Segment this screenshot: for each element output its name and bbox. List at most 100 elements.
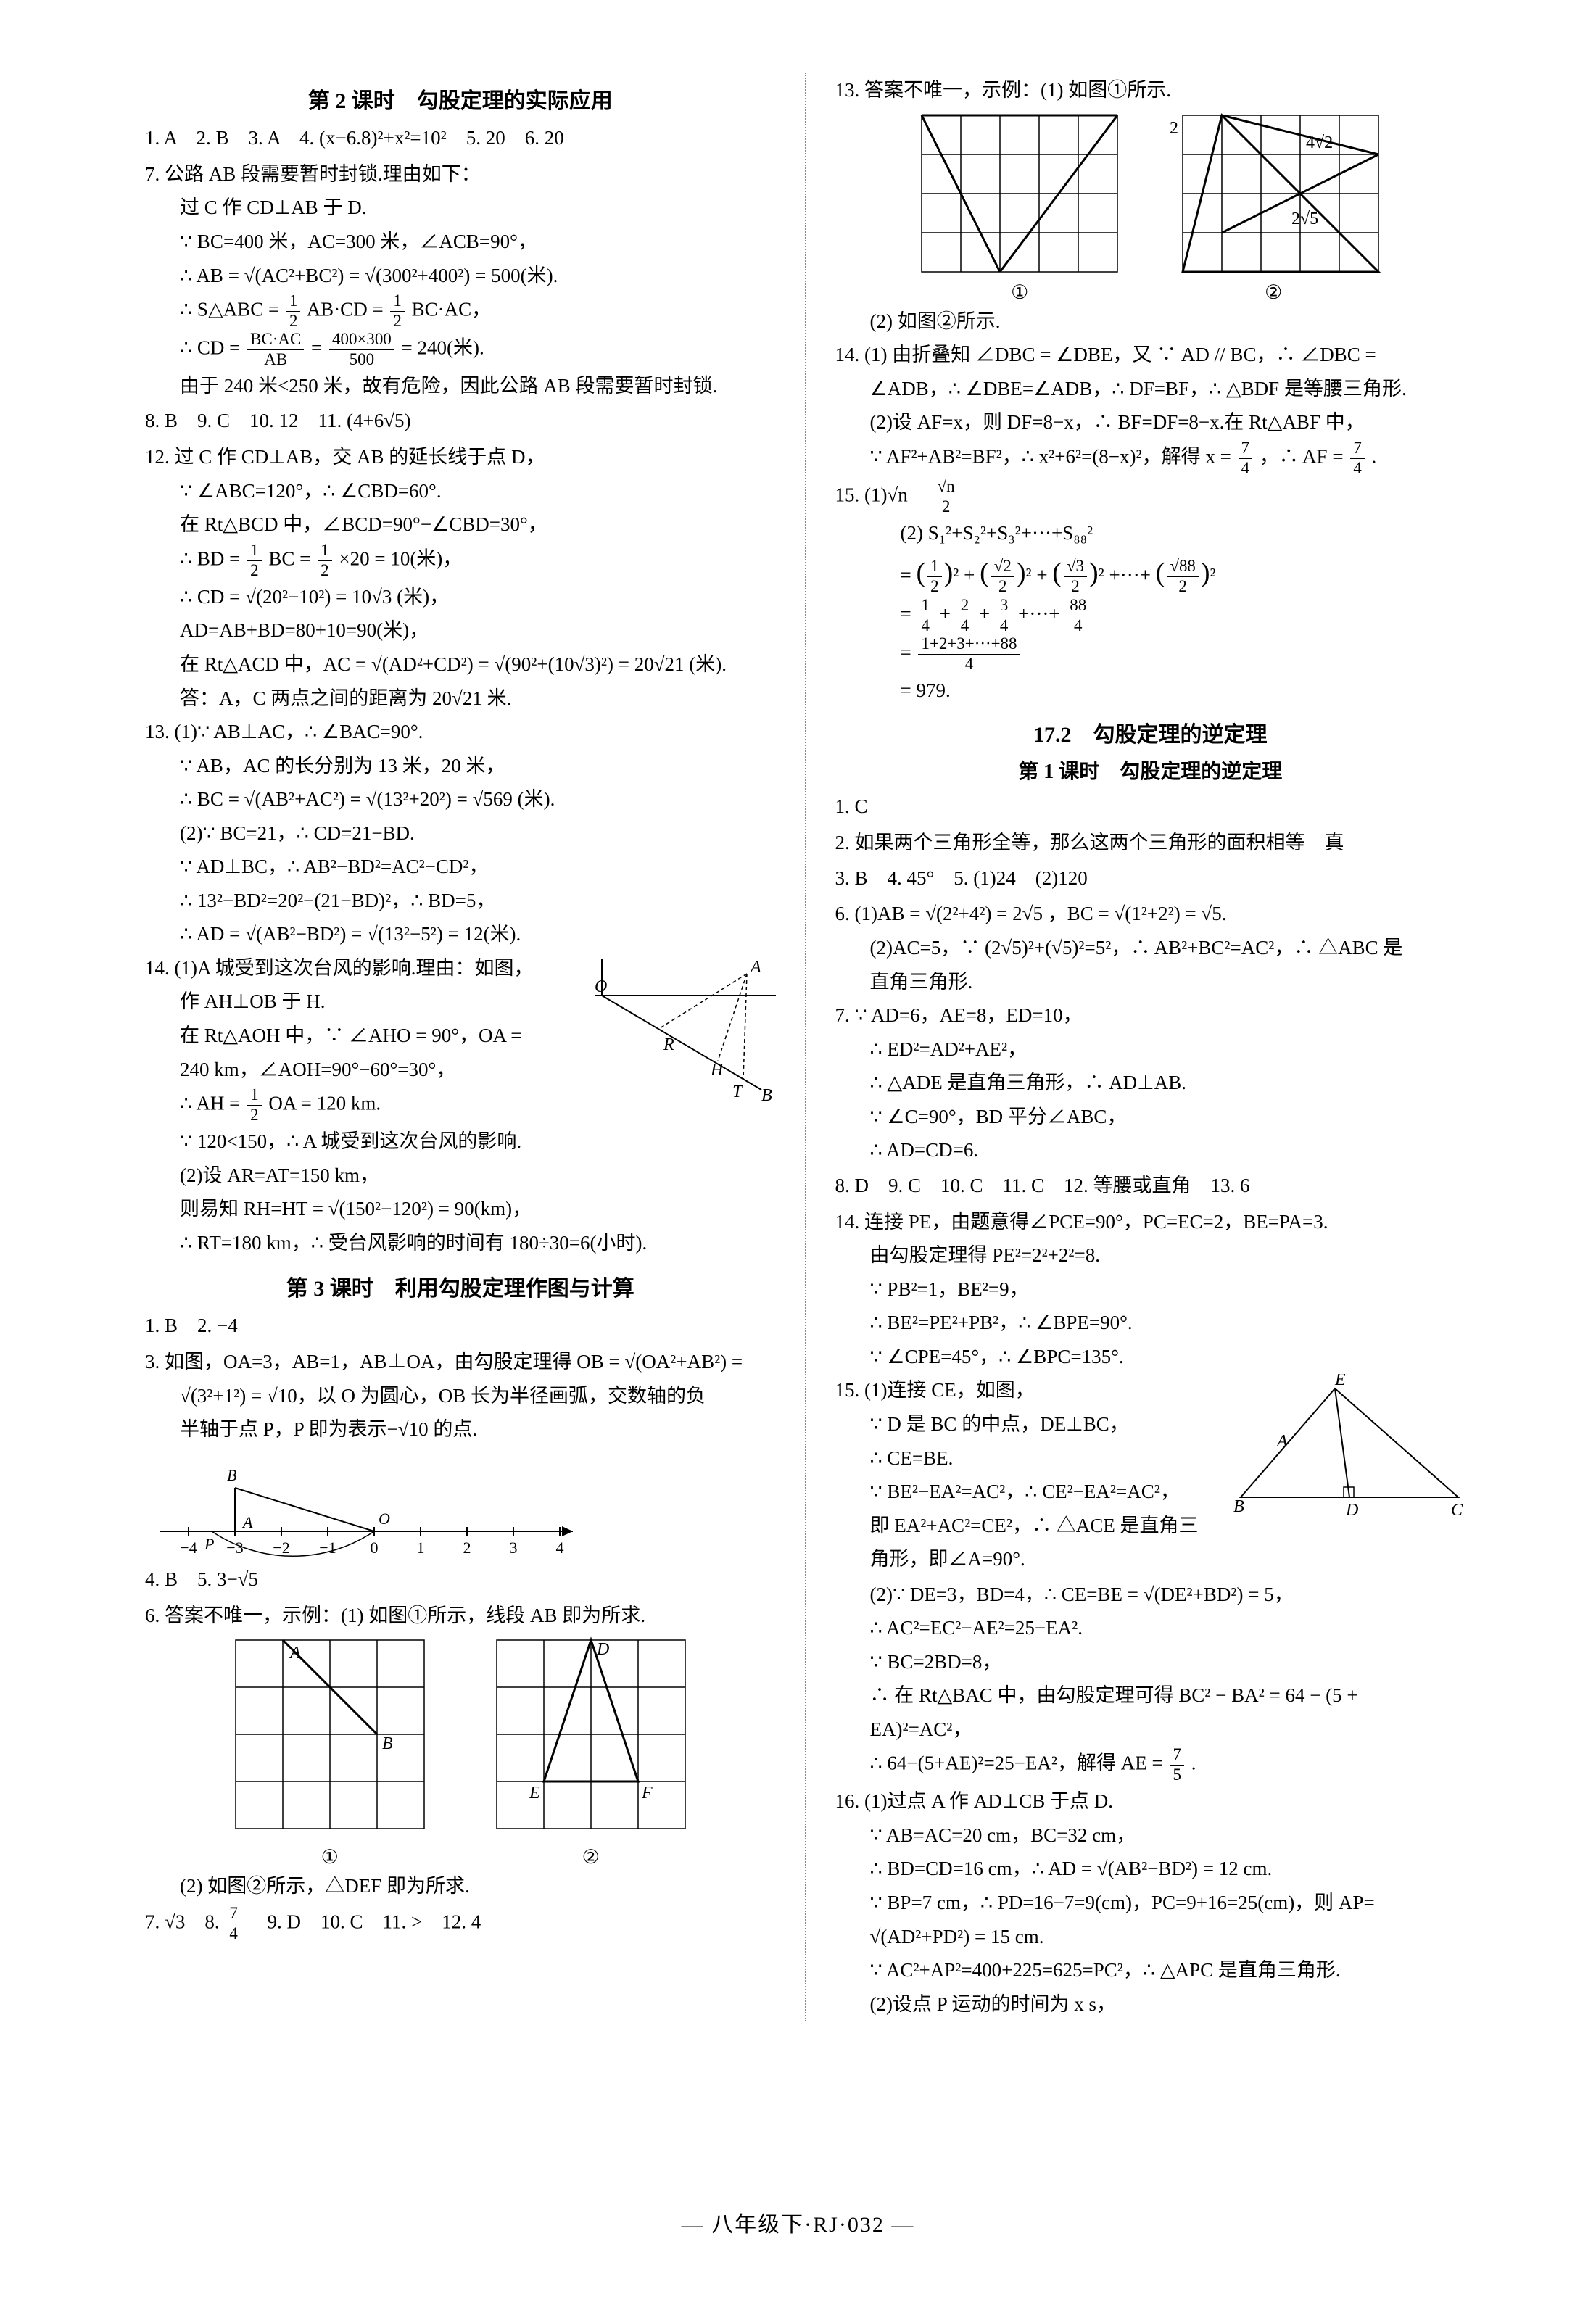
f34: 34 bbox=[997, 597, 1011, 634]
svg-text:3: 3 bbox=[510, 1539, 518, 1557]
r-q15d: = 14 + 24 + 34 +···+ 884 bbox=[835, 597, 1466, 634]
nl-B: B bbox=[227, 1466, 236, 1484]
q13-a: 13. (1)∵ AB⊥AC，∴ ∠BAC=90°. bbox=[145, 716, 776, 748]
section-3-title: 第 3 课时 利用勾股定理作图与计算 bbox=[145, 1270, 776, 1302]
lbl-R: R bbox=[663, 1035, 674, 1054]
q13-b: ∵ AB，AC 的长分别为 13 米，20 米， bbox=[145, 750, 776, 782]
svg-text:−1: −1 bbox=[319, 1539, 336, 1557]
fig-q6-2: D E F ② bbox=[489, 1633, 692, 1868]
r-q15c: = (12)² + (√22)² + (√32)² +···+ (√882)² bbox=[835, 550, 1466, 596]
r15d-pre: = bbox=[901, 603, 917, 624]
r15-A: A bbox=[1275, 1432, 1288, 1451]
g6-cap2: ② bbox=[489, 1846, 692, 1868]
r-15k: EA)²=AC²， bbox=[835, 1713, 1466, 1746]
r15-E: E bbox=[1334, 1374, 1346, 1389]
fig-q14: O A R H T B bbox=[595, 952, 776, 1104]
fig-q6-row: A B ① D E F ② bbox=[145, 1633, 776, 1868]
r-15g: (2)∵ DE=3，BD=4，∴ CE=BE = √(DE²+BD²) = 5， bbox=[835, 1578, 1466, 1611]
frac-cd2: 400×300500 bbox=[329, 331, 394, 368]
q7-d: ∴ AB = √(AC²+BC²) = √(300²+400²) = 500(米… bbox=[145, 260, 776, 292]
frac-7-4-a: 74 bbox=[1239, 440, 1252, 477]
r-15h: ∴ AC²=EC²−AE²=25−EA². bbox=[835, 1612, 1466, 1644]
nl-A: A bbox=[241, 1513, 253, 1531]
r-q13a: 13. 答案不唯一，示例：(1) 如图①所示. bbox=[835, 74, 1466, 107]
row-1: 1. A 2. B 3. A 4. (x−6.8)²+x²=10² 5. 20 … bbox=[145, 122, 776, 155]
q7e-post: BC·AC， bbox=[412, 299, 492, 320]
r-14b: 由勾股定理得 PE²=2²+2²=8. bbox=[835, 1239, 1466, 1272]
page-footer: — 八年级下·RJ·032 — bbox=[0, 2206, 1596, 2238]
q12d-pre: ∴ BD = bbox=[180, 548, 245, 570]
r-q14a: 14. (1) 由折叠知 ∠DBC = ∠DBE，又 ∵ AD // BC，∴ … bbox=[835, 339, 1466, 371]
r-q14d: ∵ AF²+AB²=BF²，∴ x²+6²=(8−x)²，解得 x = 74 ，… bbox=[835, 440, 1466, 477]
q7e-pre: ∴ S△ABC = bbox=[180, 299, 284, 320]
q7-f: ∴ CD = BC·ACAB = 400×300500 = 240(米). bbox=[145, 331, 776, 368]
fig-r13-2: 2 4√2 2√5 ② bbox=[1161, 108, 1386, 304]
r-16g: (2)设点 P 运动的时间为 x s， bbox=[835, 1988, 1466, 2021]
r-14a: 14. 连接 PE，由题意得∠PCE=90°，PC=EC=2，BE=PA=3. bbox=[835, 1206, 1466, 1238]
q12-c: 在 Rt△BCD 中，∠BCD=90°−∠CBD=30°， bbox=[145, 508, 776, 541]
r-6a: 6. (1)AB = √(2²+4²) = 2√5 ，BC = √(1²+2²)… bbox=[835, 898, 1466, 930]
q13-d: (2)∵ BC=21，∴ CD=21−BD. bbox=[145, 817, 776, 850]
r14d-post: . bbox=[1372, 445, 1377, 467]
lbl-H: H bbox=[710, 1061, 724, 1080]
g6-A: A bbox=[289, 1644, 301, 1663]
frac-half-4: 12 bbox=[318, 542, 331, 579]
row-3: 1. B 2. −4 bbox=[145, 1309, 776, 1343]
r13-r1: 4√2 bbox=[1306, 133, 1333, 152]
q14-g: (2)设 AR=AT=150 km， bbox=[145, 1159, 776, 1192]
r14d-pre: ∵ AF²+AB²=BF²，∴ x²+6²=(8−x)²，解得 x = bbox=[870, 445, 1236, 467]
svg-text:1: 1 bbox=[417, 1539, 425, 1557]
r-q13b: (2) 如图②所示. bbox=[835, 305, 1466, 338]
eq-sign: = bbox=[311, 337, 327, 359]
q13-g: ∴ AD = √(AB²−BD²) = √(13²−5²) = 12(米). bbox=[145, 918, 776, 951]
r-15i: ∵ BC=2BD=8， bbox=[835, 1646, 1466, 1679]
nl-P: P bbox=[204, 1535, 214, 1553]
r15-D: D bbox=[1345, 1501, 1358, 1519]
r-16f: ∵ AC²+AP²=400+225=625=PC²，∴ △APC 是直角三角形. bbox=[835, 1954, 1466, 1987]
r-14d: ∴ BE²=PE²+PB²，∴ ∠BPE=90°. bbox=[835, 1307, 1466, 1339]
r-7b: ∴ ED²=AD²+AE²， bbox=[835, 1033, 1466, 1066]
q13-c: ∴ BC = √(AB²+AC²) = √(13²+20²) = √569 (米… bbox=[145, 783, 776, 816]
r-14e: ∵ ∠CPE=45°，∴ ∠BPC=135°. bbox=[835, 1341, 1466, 1373]
r-16d: ∵ BP=7 cm，∴ PD=16−7=9(cm)，PC=9+16=25(cm)… bbox=[835, 1887, 1466, 1919]
left-column: 第 2 课时 勾股定理的实际应用 1. A 2. B 3. A 4. (x−6.… bbox=[145, 73, 776, 2021]
svg-text:2: 2 bbox=[463, 1539, 471, 1557]
q7f-pre: ∴ CD = bbox=[180, 337, 245, 359]
page-root: 第 2 课时 勾股定理的实际应用 1. A 2. B 3. A 4. (x−6.… bbox=[0, 0, 1596, 2065]
r-q15f: = 979. bbox=[835, 674, 1466, 707]
r-6b: (2)AC=5，∵ (2√5)²+(√5)²=5²，∴ AB²+BC²=AC²，… bbox=[835, 932, 1466, 964]
svg-text:4: 4 bbox=[556, 1539, 564, 1557]
row-5: 7. √3 8. 74 9. D 10. C 11. > 12. 4 bbox=[145, 1905, 776, 1942]
fr2: √22 bbox=[991, 558, 1014, 595]
sec-172-title: 17.2 勾股定理的逆定理 bbox=[835, 716, 1466, 748]
r-q15e: = 1+2+3+···+884 bbox=[835, 636, 1466, 673]
fr88: √882 bbox=[1167, 558, 1199, 595]
r-6c: 直角三角形. bbox=[835, 966, 1466, 998]
q6-a: 6. 答案不唯一，示例：(1) 如图①所示，线段 AB 即为所求. bbox=[145, 1599, 776, 1632]
row5-post: 9. D 10. C 11. > 12. 4 bbox=[248, 1911, 481, 1932]
q13-f: ∴ 13²−BD²=20²−(21−BD)²，∴ BD=5， bbox=[145, 885, 776, 917]
frac-half-3: 12 bbox=[247, 542, 261, 579]
q14-block: O A R H T B 14. (1)A 城受到这次台风的影响.理由：如图， 作… bbox=[145, 952, 776, 1260]
q6-b: (2) 如图②所示，△DEF 即为所求. bbox=[145, 1870, 776, 1903]
section-2-title: 第 2 课时 勾股定理的实际应用 bbox=[145, 83, 776, 115]
fig-r15: E A B D C bbox=[1233, 1374, 1465, 1519]
svg-text:−4: −4 bbox=[180, 1539, 197, 1557]
frac-cd1: BC·ACAB bbox=[247, 331, 304, 368]
row-2: 8. B 9. C 10. 12 11. (4+6√5) bbox=[145, 405, 776, 438]
q7-a: 7. 公路 AB 段需要暂时封锁.理由如下： bbox=[145, 158, 776, 191]
r15-B: B bbox=[1233, 1497, 1244, 1516]
r-7c: ∴ △ADE 是直角三角形，∴ AD⊥AB. bbox=[835, 1067, 1466, 1099]
r-7a: 7. ∵ AD=6，AE=8，ED=10， bbox=[835, 999, 1466, 1032]
q7e-mid: AB·CD = bbox=[307, 299, 389, 320]
r-q14b: ∠ADB，∴ ∠DBE=∠ADB，∴ DF=BF，∴ △BDF 是等腰三角形. bbox=[835, 373, 1466, 405]
q12d-post: ×20 = 10(米)， bbox=[339, 548, 462, 570]
q14-i: ∴ RT=180 km，∴ 受台风影响的时间有 180÷30=6(小时). bbox=[145, 1227, 776, 1259]
r-q15-block: E A B D C 15. (1)连接 CE，如图， ∵ D 是 BC 的中点，… bbox=[835, 1374, 1466, 1576]
frac-half-2: 12 bbox=[390, 293, 404, 330]
lbl-T: T bbox=[732, 1083, 743, 1101]
frac-half-5: 12 bbox=[247, 1087, 261, 1124]
q12-b: ∵ ∠ABC=120°，∴ ∠CBD=60°. bbox=[145, 475, 776, 508]
q14-f: ∵ 120<150，∴ A 城受到这次台风的影响. bbox=[145, 1125, 776, 1158]
q7-c: ∵ BC=400 米，AC=300 米，∠ACB=90°， bbox=[145, 225, 776, 258]
